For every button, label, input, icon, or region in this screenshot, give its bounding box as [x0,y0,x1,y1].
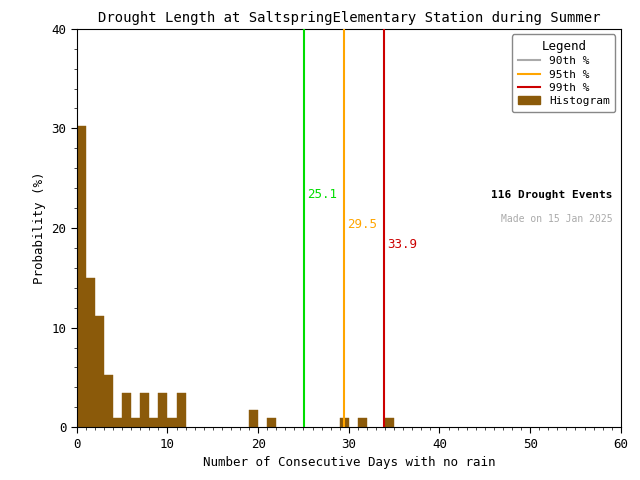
Title: Drought Length at SaltspringElementary Station during Summer: Drought Length at SaltspringElementary S… [97,11,600,25]
Text: 25.1: 25.1 [307,188,337,201]
Bar [249,410,258,427]
Bar [177,393,186,427]
Bar [358,418,367,427]
Bar [77,126,86,427]
X-axis label: Number of Consecutive Days with no rain: Number of Consecutive Days with no rain [202,456,495,469]
Bar [340,418,349,427]
Bar [122,393,131,427]
Text: 116 Drought Events: 116 Drought Events [491,190,612,200]
Bar [95,316,104,427]
Text: Made on 15 Jan 2025: Made on 15 Jan 2025 [501,214,612,224]
Bar [86,278,95,427]
Text: 33.9: 33.9 [387,238,417,251]
Bar [131,418,140,427]
Bar [140,393,149,427]
Bar [104,375,113,427]
Bar [268,418,276,427]
Y-axis label: Probability (%): Probability (%) [33,172,46,284]
Bar [168,418,177,427]
Legend: 90th %, 95th %, 99th %, Histogram: 90th %, 95th %, 99th %, Histogram [512,35,615,112]
Bar [158,393,168,427]
Bar [385,418,394,427]
Text: 29.5: 29.5 [347,218,377,231]
Bar [113,418,122,427]
Bar [149,418,158,427]
